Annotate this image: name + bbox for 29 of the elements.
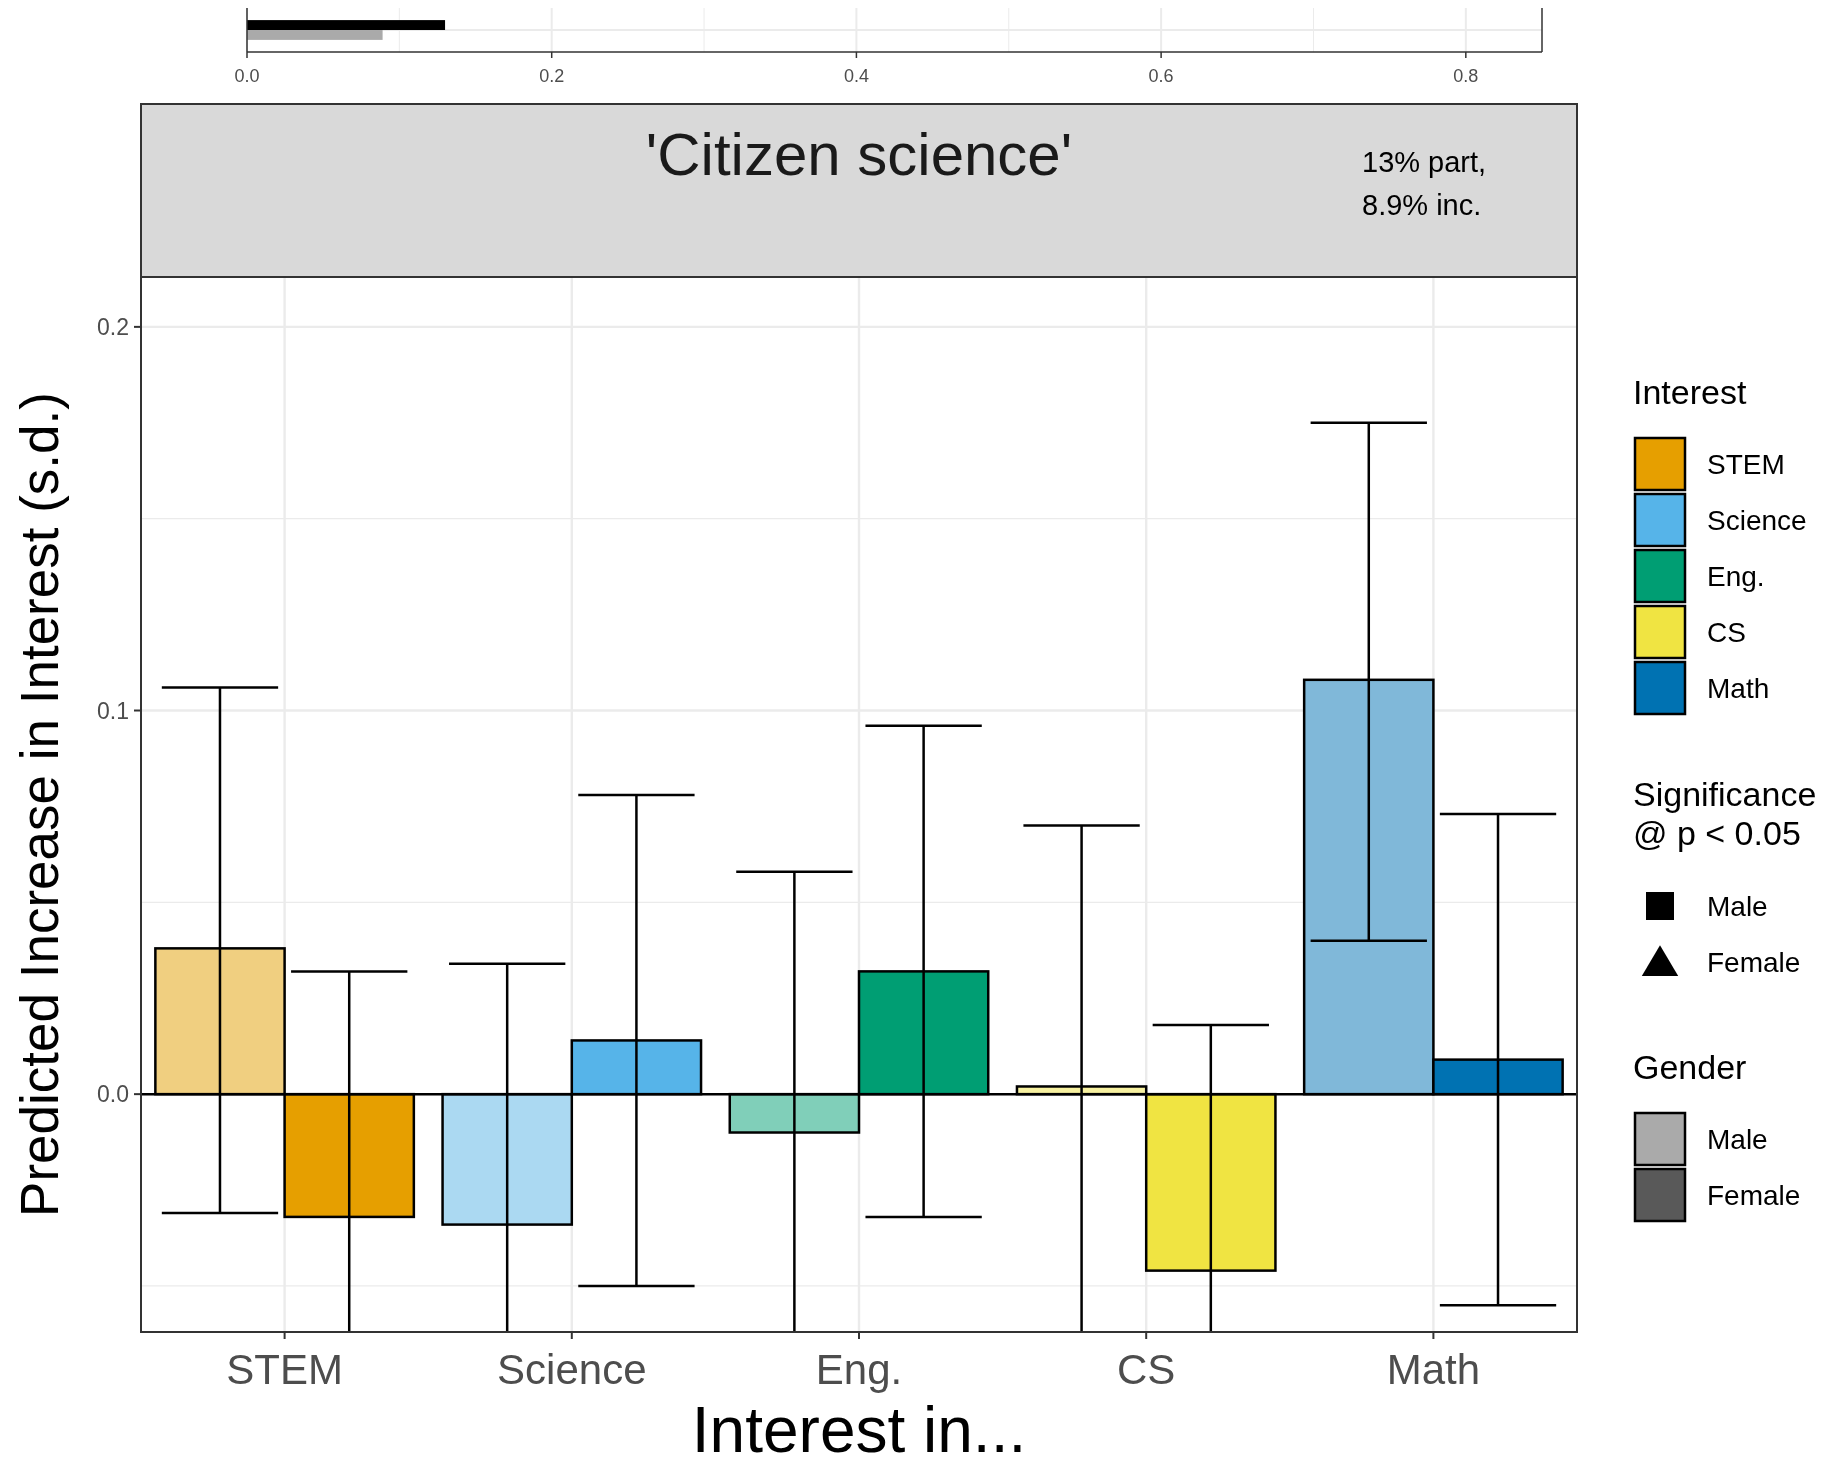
x-tick-label: 0.6 [1148,66,1174,86]
x-tick-label: Science [497,1346,647,1393]
x-tick-label: STEM [226,1346,343,1393]
y-tick-label: 0.0 [97,1081,129,1108]
y-tick-label: 0.1 [97,697,129,724]
x-tick-label: Eng. [815,1346,903,1393]
text: Interest [1633,373,1747,411]
chart-title: 'Citizen science' [645,121,1073,188]
legend-title: Gender [1633,1048,1747,1086]
category-label: Math [1707,673,1770,704]
category-label: Eng. [1707,561,1765,592]
x-tick-label: 0.4 [843,66,869,86]
category-label: Science [1707,505,1807,536]
category-label: CS [1707,617,1746,648]
x-tick-label: 0.2 [539,66,565,86]
x-tick-label: 0.8 [1453,66,1479,86]
legend-label: Female [1707,947,1801,978]
x-tick-label: CS [1117,1346,1176,1393]
x-tick-label: Math [1386,1346,1481,1393]
text: Female [1707,1180,1801,1211]
x-axis-title: Interest in... [691,1394,1027,1460]
y-tick-label: 0.2 [97,313,129,340]
text: Male [1707,1124,1768,1155]
text: 13% part, 8.9% inc. [1362,146,1487,221]
y-axis-title: Predicted Increase in Interest (s.d.) [10,392,69,1217]
legend-label: Male [1707,891,1768,922]
x-tick-label: 0.0 [234,66,260,86]
category-label: STEM [1707,449,1785,480]
text: Significance @ p < 0.05 [1633,775,1817,852]
